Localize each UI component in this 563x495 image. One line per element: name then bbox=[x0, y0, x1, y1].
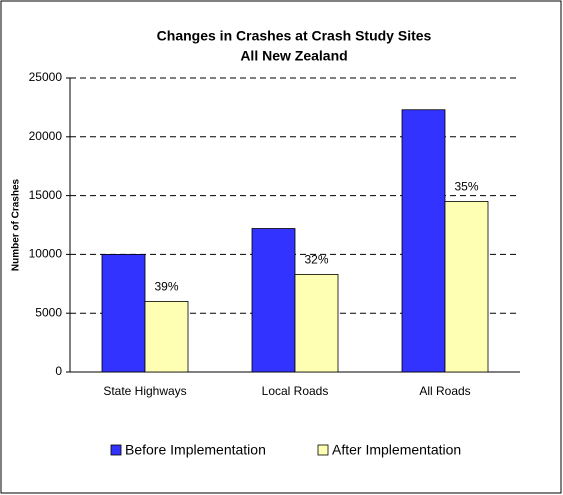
annotation: 39% bbox=[154, 280, 178, 294]
bar bbox=[294, 273, 339, 373]
bar bbox=[444, 201, 489, 373]
legend-swatch bbox=[110, 444, 122, 456]
annotation: 32% bbox=[304, 253, 328, 267]
y-tick-label: 15000 bbox=[29, 188, 63, 202]
chart-subtitle: All New Zealand bbox=[240, 48, 347, 64]
y-tick-label: 0 bbox=[55, 364, 62, 378]
legend-label: After Implementation bbox=[332, 442, 461, 458]
y-axis-label: Number of Crashes bbox=[11, 178, 22, 271]
y-tick-label: 5000 bbox=[35, 305, 62, 319]
x-tick-label: State Highways bbox=[103, 384, 186, 398]
y-tick-label: 20000 bbox=[29, 129, 63, 143]
bar bbox=[401, 109, 446, 373]
legend-label: Before Implementation bbox=[125, 442, 266, 458]
bar bbox=[251, 228, 296, 373]
chart-title: Changes in Crashes at Crash Study Sites bbox=[157, 28, 432, 44]
bar bbox=[144, 301, 189, 373]
annotation: 35% bbox=[454, 180, 478, 194]
x-tick-label: All Roads bbox=[419, 384, 470, 398]
bar bbox=[101, 253, 146, 373]
legend-swatch bbox=[317, 444, 329, 456]
y-tick-label: 10000 bbox=[29, 247, 63, 261]
x-tick-label: Local Roads bbox=[262, 384, 329, 398]
y-tick-label: 25000 bbox=[29, 70, 63, 84]
